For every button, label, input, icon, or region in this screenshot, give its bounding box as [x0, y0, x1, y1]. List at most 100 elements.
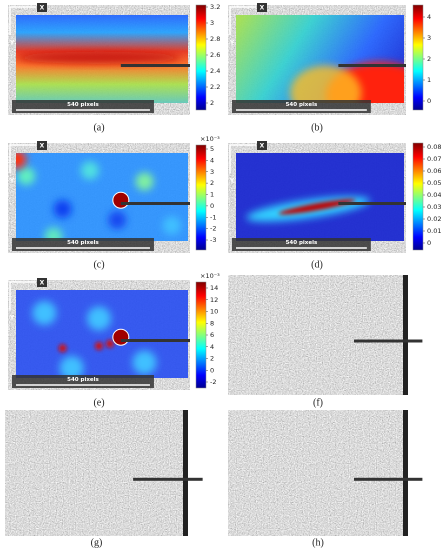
colorbar — [195, 144, 207, 251]
overlay — [236, 153, 404, 241]
colorbar-tick-label: 4 — [210, 343, 214, 351]
axis-y: Y — [229, 178, 235, 185]
strain-blob — [32, 301, 57, 325]
strain-spot — [58, 344, 67, 353]
colorbar-tick-label: 0 — [427, 239, 431, 247]
scale-bar-label: 540 pixels — [286, 240, 318, 246]
axis-icon — [9, 6, 36, 35]
colorbar — [412, 4, 424, 111]
axis-x-box — [37, 141, 47, 150]
image-edge — [403, 410, 408, 536]
colorbar-tick-label: 0.06 — [427, 167, 441, 175]
panel-label: (b) — [311, 122, 323, 133]
panel: X Y 540 pixels 5 4 3 2 1 0 -1 -2 -3 ×10⁻³ (c) — [8, 135, 220, 270]
notch — [338, 202, 406, 205]
colorbar-tick-label: 2 — [210, 179, 214, 187]
overlay — [16, 153, 188, 241]
axis-icon — [9, 144, 36, 173]
strain-blob — [162, 216, 181, 235]
crack-tip — [112, 191, 130, 209]
colorbar-tick-label: 2 — [210, 355, 214, 363]
strain-blob — [108, 211, 127, 229]
colorbar-tick-label: 10 — [210, 308, 218, 316]
colorbar-tick-label: 0.01 — [427, 227, 441, 235]
colorbar-tick-label: 0.07 — [427, 155, 441, 163]
colorbar-tick-label: 2.6 — [210, 51, 220, 59]
colorbar-exponent: ×10⁻³ — [200, 272, 220, 280]
colorbar-tick-label: 2.4 — [210, 67, 220, 75]
panel: X Y 540 pixels 0.08 0.07 0.06 0.05 0.04 0.03 0.02… — [228, 141, 441, 270]
colorbar-tick-label: 3 — [210, 19, 214, 27]
panel-label: (e) — [93, 397, 104, 408]
colorbar-tick-label: 0 — [210, 202, 214, 210]
scale-bar-label: 540 pixels — [67, 240, 99, 246]
panel-label: (h) — [312, 537, 324, 548]
colorbar-tick-label: 2.8 — [210, 35, 220, 43]
panel: X Y 540 pixels 3.2 3 2.8 2.6 2.4 2.2 2 (a) — [8, 3, 220, 133]
axis-icon — [229, 144, 256, 173]
axis-icon — [229, 6, 256, 35]
colorbar-tick-label: 5 — [210, 145, 214, 153]
specimen-image — [228, 410, 408, 536]
strain-blob — [44, 227, 63, 241]
overlay — [16, 290, 188, 378]
colorbar-tick-label: 0.04 — [427, 191, 441, 199]
strain-spot — [105, 339, 114, 348]
strain-blob — [16, 153, 27, 169]
image-edge — [183, 410, 188, 536]
colorbar-exponent: ×10⁻³ — [200, 135, 220, 143]
colorbar-tick-label: 6 — [210, 331, 214, 339]
overlay — [16, 15, 188, 103]
specimen-image — [228, 275, 408, 395]
colorbar-tick-label: -2 — [210, 225, 216, 233]
axis-x: X — [40, 143, 45, 150]
notch — [133, 477, 203, 481]
strain-field — [16, 290, 188, 378]
colorbar-tick-label: -1 — [210, 213, 216, 221]
notch — [354, 339, 423, 343]
axis-x: X — [40, 5, 45, 12]
notch — [120, 202, 190, 205]
colorbar-tick-label: -2 — [210, 378, 216, 386]
displacement-blob — [290, 65, 362, 103]
panel-label: (g) — [91, 537, 103, 548]
panel: (g) — [5, 410, 203, 548]
axis-y: Y — [9, 178, 15, 185]
colorbar-tick-label: 0.03 — [427, 203, 441, 211]
colorbar-tick-label: 2 — [210, 99, 214, 107]
colorbar-tick-label: 4 — [210, 156, 214, 164]
strain-blob — [80, 161, 99, 180]
image-edge — [403, 275, 408, 395]
axis-x: X — [40, 280, 45, 287]
strain-blob — [17, 167, 36, 185]
panel: (f) — [228, 275, 423, 408]
strain-blob — [132, 350, 157, 375]
panel: (h) — [228, 410, 423, 548]
panel: X Y 540 pixels 4 3 2 1 0 (b) — [228, 3, 431, 133]
strain-blob — [17, 51, 181, 64]
axis-x-box — [257, 141, 267, 150]
overlay — [236, 15, 404, 103]
strain-blob — [59, 356, 84, 378]
colorbar-tick-label: 0.05 — [427, 179, 441, 187]
panel-label: (d) — [311, 259, 323, 270]
colorbar-tick-label: 3 — [427, 34, 431, 42]
strain-field — [16, 153, 188, 241]
axis-y: Y — [9, 40, 15, 47]
colorbar-tick-label: 0 — [210, 366, 214, 374]
notch — [354, 477, 423, 481]
colorbar-tick-label: 3.2 — [210, 3, 220, 11]
axis-x: X — [260, 5, 265, 12]
colorbar — [412, 142, 424, 251]
axis-y: Y — [229, 40, 235, 47]
colorbar-tick-label: 0.08 — [427, 143, 441, 151]
strain-blob — [53, 200, 72, 218]
scale-bar-label: 540 pixels — [67, 377, 99, 383]
strain-spot — [95, 342, 103, 350]
colorbar-tick-label: 2.2 — [210, 83, 220, 91]
panel-label: (f) — [313, 397, 323, 408]
colorbar — [195, 281, 207, 389]
strain-blob — [87, 306, 111, 331]
strain-blob — [135, 172, 154, 191]
